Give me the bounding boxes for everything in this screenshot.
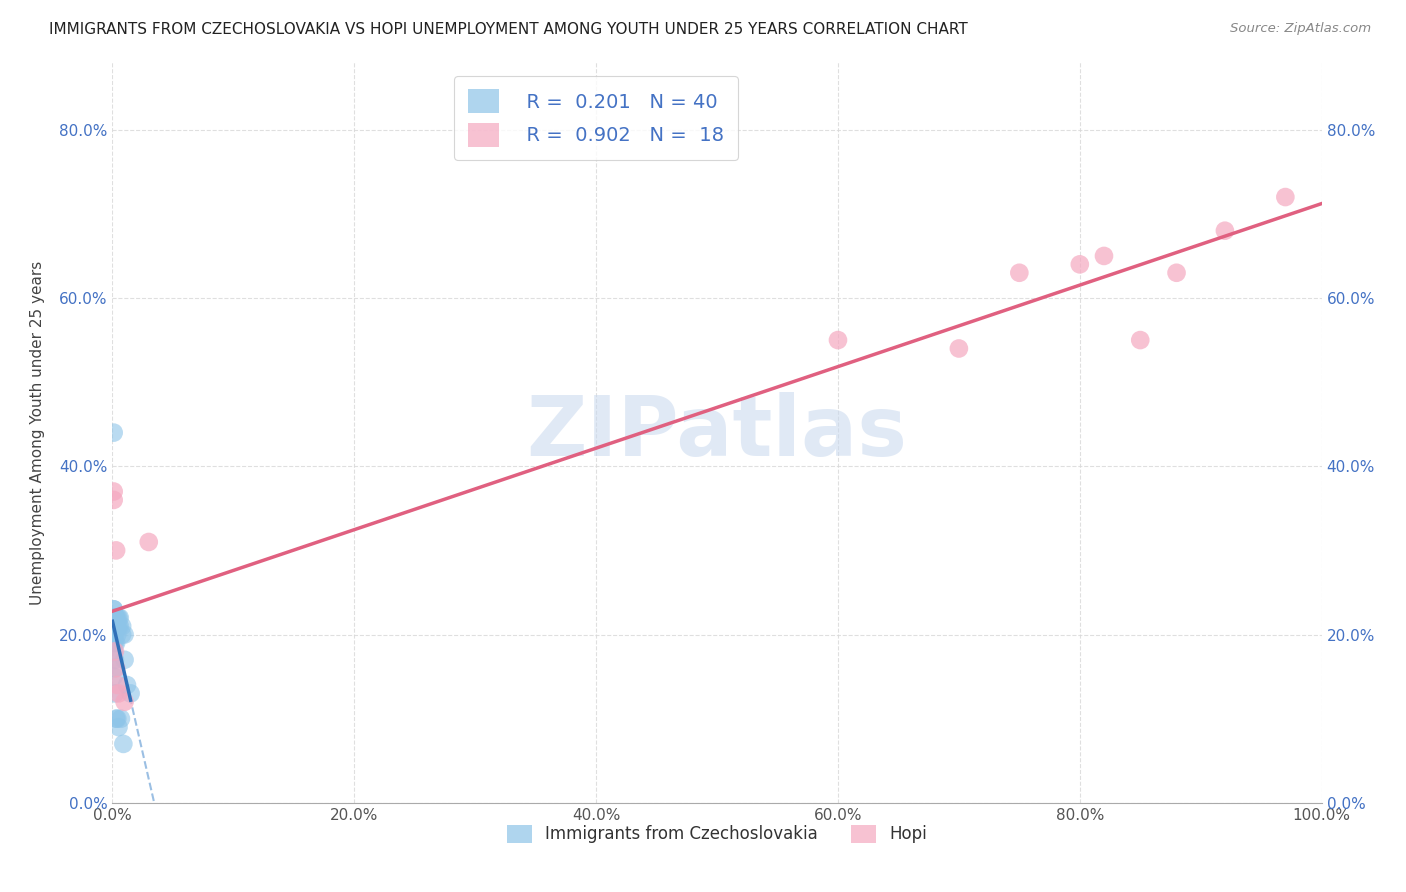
Point <box>103 627 125 641</box>
Point <box>103 636 125 650</box>
Point <box>105 712 128 726</box>
Point <box>104 610 127 624</box>
Legend: Immigrants from Czechoslovakia, Hopi: Immigrants from Czechoslovakia, Hopi <box>501 818 934 850</box>
Point <box>114 695 136 709</box>
Point <box>114 627 136 641</box>
Point <box>108 610 131 624</box>
Point <box>104 610 127 624</box>
Point <box>103 670 125 684</box>
Point <box>827 333 849 347</box>
Point <box>105 610 128 624</box>
Point <box>105 619 128 633</box>
Point <box>107 686 129 700</box>
Point <box>120 686 142 700</box>
Point <box>1213 224 1236 238</box>
Text: Source: ZipAtlas.com: Source: ZipAtlas.com <box>1230 22 1371 36</box>
Point <box>1069 257 1091 271</box>
Point <box>104 661 127 675</box>
Point <box>103 610 125 624</box>
Point <box>103 619 125 633</box>
Point <box>104 686 127 700</box>
Point <box>107 720 129 734</box>
Point <box>1166 266 1188 280</box>
Point <box>105 619 128 633</box>
Point <box>103 602 125 616</box>
Point <box>948 342 970 356</box>
Point <box>111 619 134 633</box>
Point <box>105 636 128 650</box>
Point <box>1092 249 1115 263</box>
Point <box>103 425 125 440</box>
Point <box>115 678 138 692</box>
Point <box>107 619 129 633</box>
Point <box>1129 333 1152 347</box>
Point <box>105 627 128 641</box>
Point <box>107 610 129 624</box>
Point <box>103 610 125 624</box>
Point <box>105 610 128 624</box>
Point <box>105 678 128 692</box>
Text: IMMIGRANTS FROM CZECHOSLOVAKIA VS HOPI UNEMPLOYMENT AMONG YOUTH UNDER 25 YEARS C: IMMIGRANTS FROM CZECHOSLOVAKIA VS HOPI U… <box>49 22 967 37</box>
Point <box>105 712 128 726</box>
Point <box>104 644 127 658</box>
Point <box>105 543 128 558</box>
Point <box>103 644 125 658</box>
Y-axis label: Unemployment Among Youth under 25 years: Unemployment Among Youth under 25 years <box>31 260 45 605</box>
Point <box>111 627 134 641</box>
Point <box>112 737 135 751</box>
Point <box>103 492 125 507</box>
Text: ZIPatlas: ZIPatlas <box>527 392 907 473</box>
Point <box>110 712 132 726</box>
Point <box>103 484 125 499</box>
Point <box>104 619 127 633</box>
Point <box>104 627 127 641</box>
Point <box>105 610 128 624</box>
Point <box>108 619 131 633</box>
Point <box>103 602 125 616</box>
Point <box>114 653 136 667</box>
Point <box>105 661 128 675</box>
Point <box>1008 266 1031 280</box>
Point <box>138 535 160 549</box>
Point <box>104 653 127 667</box>
Point <box>104 636 127 650</box>
Point <box>1274 190 1296 204</box>
